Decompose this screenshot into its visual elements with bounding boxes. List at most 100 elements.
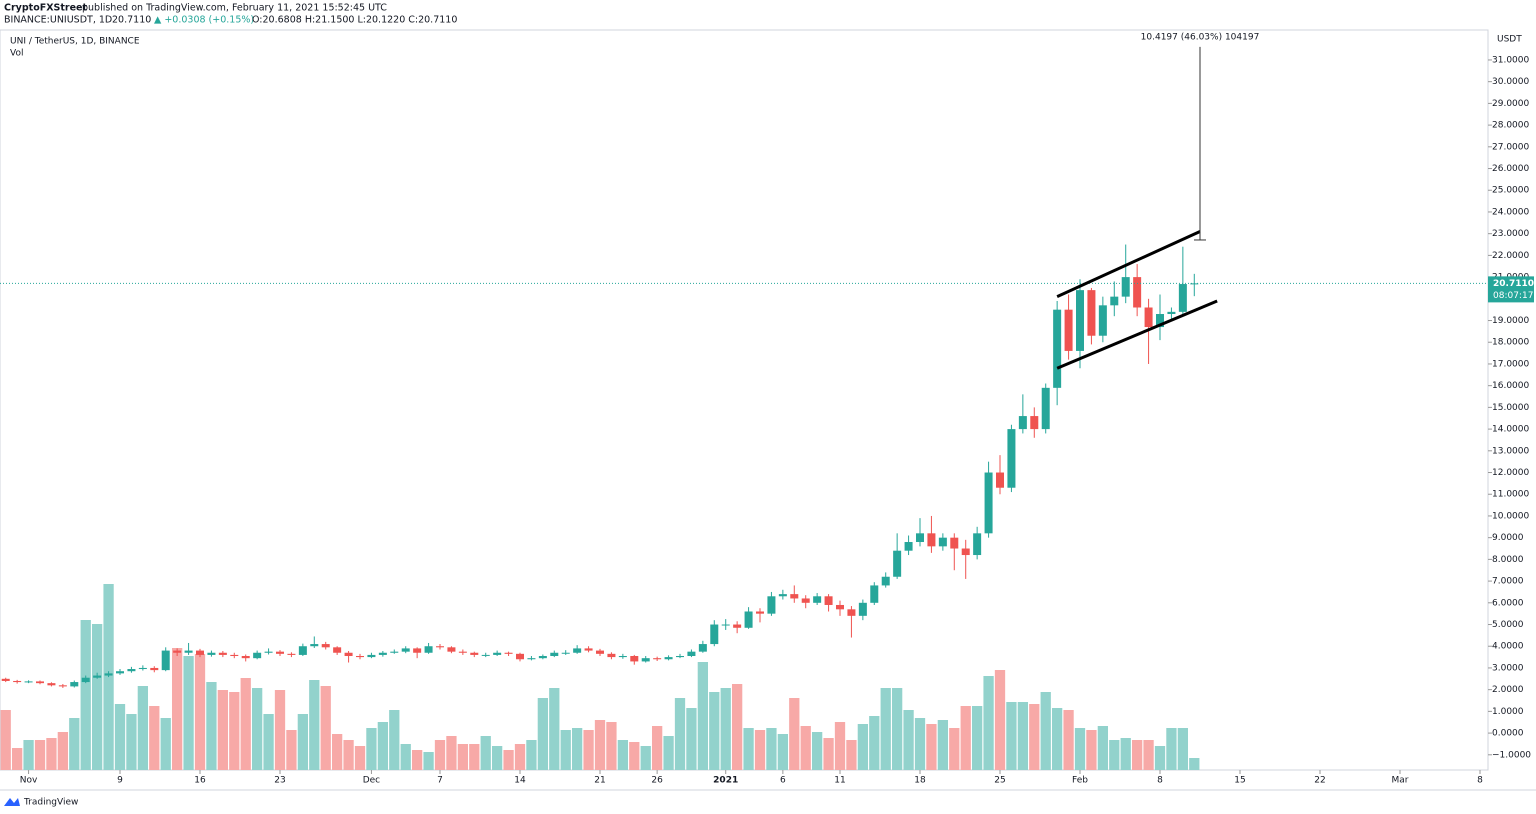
volume-bar [892,688,903,770]
x-tick-label: 26 [651,776,663,786]
y-tick-label: 28.0000 [1492,121,1529,131]
volume-bar [629,742,640,770]
volume-bar [354,746,366,770]
volume-bar [972,706,983,770]
volume-title: Vol [10,49,23,59]
volume-bar [274,690,286,770]
volume-bar [23,740,34,770]
candle-body [630,656,639,662]
candle-body [1007,429,1016,488]
y-tick-label: 4.0000 [1492,642,1524,652]
candle-body [70,682,79,687]
y-tick-label: 18.0000 [1492,338,1529,348]
volume-bar [149,706,160,770]
countdown: 08:07:17 [1493,291,1533,301]
volume-bar [46,738,57,770]
candle-body [938,537,947,547]
candle-body [150,667,159,671]
y-tick-label: −1.0000 [1492,750,1531,760]
candle-body [1167,311,1176,315]
x-tick-label: 18 [914,776,926,786]
volume-bar [697,662,708,770]
y-tick-label: 29.0000 [1492,99,1529,109]
candle-body [504,652,513,654]
volume-bar [263,714,274,770]
candle-body [858,602,867,616]
candle-body [58,685,67,687]
volume-bar [400,744,411,770]
candle-body [538,656,547,659]
y-tick-label: 5.0000 [1492,620,1524,630]
candle-body [127,669,136,672]
volume-bar [572,728,583,770]
x-tick-label: 11 [834,776,845,786]
volume-bar [789,698,800,770]
last: 20.7110 [112,15,151,26]
candle-body [196,650,204,655]
volume-bar [720,688,731,770]
volume-bar [423,752,434,770]
y-tick-label: 6.0000 [1492,598,1524,608]
candle-body [973,533,982,556]
candle-body [1,678,10,681]
volume-bar [674,698,686,770]
candle-body [93,675,102,678]
candle-body [436,646,444,648]
volume-bar [12,748,23,770]
candle-body [1076,290,1084,351]
candle-body [676,656,684,658]
y-tick-label: 24.0000 [1492,207,1529,217]
candle-body [401,648,410,652]
candle-body [424,646,433,653]
published: published on TradingView.com, February 1… [82,3,387,14]
candle-body [413,648,422,653]
candle-body [790,594,799,599]
candle-body [573,648,582,653]
volume-bar [92,624,103,770]
volume-bar [172,648,183,770]
volume-bar [457,744,468,770]
y-tick-label: 26.0000 [1492,164,1529,174]
brand: TradingView [23,798,78,808]
volume-bar [1154,746,1166,770]
volume-bar [994,670,1006,770]
volume-bar [914,718,926,770]
volume-bar [663,736,674,770]
volume-bar [377,722,388,770]
candle-body [321,644,330,648]
candle-body [253,652,262,659]
volume-bar [160,718,171,770]
candle-body [184,650,193,653]
chart-title: UNI / TetherUS, 1D, BINANCE [10,37,140,47]
candle-body [893,550,902,577]
candle-body [1030,416,1039,430]
volume-bar [857,724,868,770]
symbol: BINANCE:UNIUSDT, 1D [4,15,112,26]
volume-bar [640,746,651,770]
candle-body [710,624,719,645]
y-tick-label: 23.0000 [1492,229,1529,239]
candle-body [1041,387,1050,430]
y-tick-label: 7.0000 [1492,577,1524,587]
volume-bar [412,750,423,770]
volume-bar [69,718,80,770]
volume-bar [1063,710,1074,770]
x-tick-label: Dec [363,776,380,786]
volume-bar [34,740,46,770]
candle-body [916,533,924,543]
volume-bar [834,722,846,770]
candle-body [310,644,319,647]
volume-bar [252,688,263,770]
brand-logo [4,798,20,806]
volume-bar [480,736,491,770]
y-tick-label: 17.0000 [1492,359,1529,369]
candle-body [927,533,936,547]
candle-body [493,652,502,655]
y-tick-label: 15.0000 [1492,403,1529,413]
candle-body [756,611,764,614]
volume-bar [617,740,628,770]
y-tick-label: 19.0000 [1492,316,1529,326]
volume-bar [777,734,788,770]
